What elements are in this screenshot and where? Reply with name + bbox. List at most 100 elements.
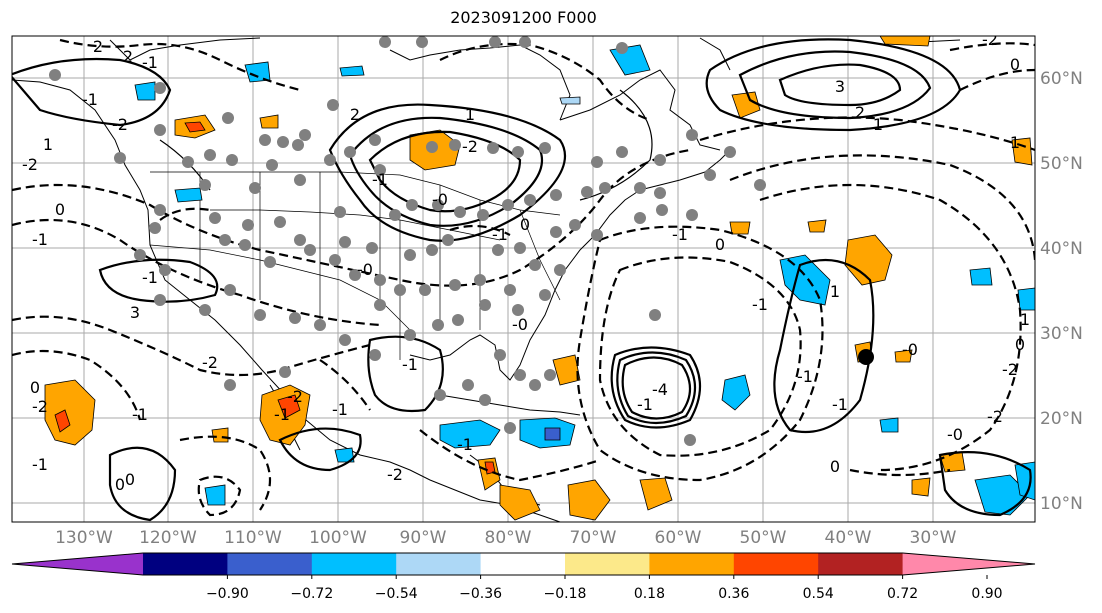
colorbar-label: 0.90 <box>971 586 1002 602</box>
contour-label: -4 <box>652 380 668 399</box>
station-dot <box>389 209 401 221</box>
contour-label: 0 <box>520 215 530 234</box>
lat-tick-label: 60°N <box>1040 69 1083 89</box>
station-dot <box>514 242 526 254</box>
station-dot <box>479 394 491 406</box>
station-dot <box>550 189 562 201</box>
station-dot <box>404 329 416 341</box>
contour-label: -0 <box>432 190 448 209</box>
station-dot <box>279 366 291 378</box>
contour-label: -1 <box>142 53 158 72</box>
station-dot <box>134 249 146 261</box>
contour-label: -1 <box>457 435 473 454</box>
station-dot <box>339 236 351 248</box>
station-dot <box>374 299 386 311</box>
station-dot <box>591 229 603 241</box>
station-dot <box>487 142 499 154</box>
station-dot <box>512 304 524 316</box>
lat-tick-label: 30°N <box>1040 324 1083 344</box>
contour-label: 1 <box>1010 133 1020 152</box>
station-dot <box>454 206 466 218</box>
station-dot <box>366 242 378 254</box>
station-dot <box>449 139 461 151</box>
contour-label: 1 <box>830 282 840 301</box>
station-dot <box>394 284 406 296</box>
station-dot <box>379 36 391 48</box>
station-dot <box>249 182 261 194</box>
station-dots <box>49 36 766 446</box>
station-dot <box>544 369 556 381</box>
contour-label: -2 <box>22 155 38 174</box>
colorbar-segment <box>311 553 397 575</box>
contour-label: -1 <box>832 395 848 414</box>
station-dot <box>259 134 271 146</box>
station-dot <box>294 174 306 186</box>
station-dot <box>634 212 646 224</box>
lon-tick-label: 130°W <box>55 528 113 548</box>
station-dot <box>159 264 171 276</box>
station-dot <box>599 182 611 194</box>
colorbar-label: 0.18 <box>634 586 665 602</box>
contour-label: -2 <box>287 387 303 406</box>
contour-label: -1 <box>142 268 158 287</box>
station-dot <box>154 82 166 94</box>
station-dot <box>426 141 438 153</box>
colorbar-segment <box>227 553 313 575</box>
contour-label: -1 <box>752 295 768 314</box>
station-dot <box>686 209 698 221</box>
station-dot <box>406 199 418 211</box>
contour-label: -1 <box>402 355 418 374</box>
station-dot <box>334 206 346 218</box>
colorbar-extend-low <box>12 553 143 575</box>
contour-label: -1 <box>332 400 348 419</box>
contour-label: -2 <box>202 353 218 372</box>
contour-label: 2 <box>123 47 133 66</box>
contour-label: 0 <box>30 378 40 397</box>
station-dot <box>154 204 166 216</box>
contour-label: -1 <box>32 455 48 474</box>
contour-label: -2 <box>1002 360 1018 379</box>
lat-tick-label: 50°N <box>1040 154 1083 174</box>
station-dot <box>494 349 506 361</box>
colorbar-segment <box>818 553 904 575</box>
station-dot <box>266 159 278 171</box>
contour-label: -0 <box>947 425 963 444</box>
station-dot <box>479 299 491 311</box>
colorbar-segment <box>480 553 566 575</box>
contour-label: 2 <box>93 37 103 56</box>
station-dot <box>222 112 234 124</box>
station-dot <box>154 124 166 136</box>
station-dot <box>329 254 341 266</box>
lat-tick-label: 20°N <box>1040 409 1083 429</box>
contour-label: -2 <box>32 397 48 416</box>
station-dot <box>374 274 386 286</box>
station-dot <box>369 349 381 361</box>
lon-tick-label: 40°W <box>825 528 872 548</box>
station-dot <box>314 319 326 331</box>
contour-label: 0 <box>1010 55 1020 74</box>
station-dot <box>524 194 536 206</box>
station-dot <box>686 129 698 141</box>
contour-label: 1 <box>873 115 883 134</box>
station-dot <box>502 199 514 211</box>
station-dot <box>349 269 361 281</box>
contour-label: -1 <box>32 230 48 249</box>
contour-label: -1 <box>672 225 688 244</box>
station-dot <box>304 244 316 256</box>
contour-solid <box>12 38 1032 522</box>
contour-label: -0 <box>902 340 918 359</box>
shaded-anomalies <box>44 36 1035 521</box>
contour-label: -2 <box>387 465 403 484</box>
station-dot <box>616 146 628 158</box>
station-dot <box>512 146 524 158</box>
contour-label: 0 <box>55 200 65 219</box>
lon-tick-label: 60°W <box>655 528 702 548</box>
contour-label: -1 <box>274 405 290 424</box>
station-dot <box>292 139 304 151</box>
colorbar-outline <box>11 552 1036 576</box>
station-dot <box>344 146 356 158</box>
station-dot <box>550 226 562 238</box>
contour-label: 1 <box>43 135 53 154</box>
station-dot <box>654 187 666 199</box>
colorbar-extend-high <box>902 553 1035 575</box>
